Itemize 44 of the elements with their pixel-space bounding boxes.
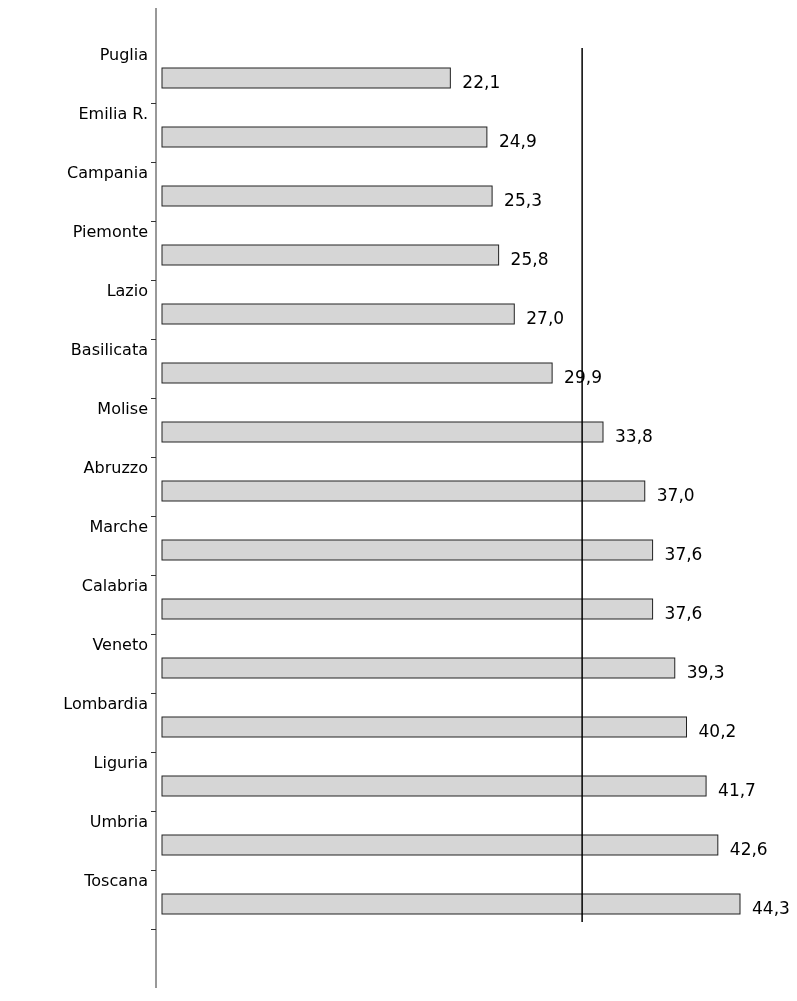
bar xyxy=(161,303,515,325)
bar xyxy=(161,539,654,561)
bar xyxy=(161,480,646,502)
data-label: 42,6 xyxy=(729,839,768,859)
y-tick-label: Toscana xyxy=(83,871,148,890)
data-label: 41,7 xyxy=(718,780,756,800)
bar xyxy=(161,244,500,266)
data-label: 37,0 xyxy=(656,485,695,505)
y-tick-label: Lombardia xyxy=(63,694,148,713)
y-tick-label: Piemonte xyxy=(72,222,148,241)
data-label: 40,2 xyxy=(698,721,737,741)
data-label: 25,8 xyxy=(510,249,549,269)
data-label: 25,3 xyxy=(504,190,542,210)
y-tick-label: Marche xyxy=(89,517,148,536)
data-label: 37,6 xyxy=(664,544,703,564)
y-tick-label: Emilia R. xyxy=(78,104,148,123)
y-tick-label: Lazio xyxy=(106,281,148,300)
bar xyxy=(161,67,451,89)
y-tick-label: Campania xyxy=(67,163,148,182)
data-label: 39,3 xyxy=(686,662,725,682)
y-tick-label: Puglia xyxy=(99,45,148,64)
bar xyxy=(161,834,719,856)
bar xyxy=(161,126,488,148)
bar xyxy=(161,716,688,738)
data-label: 22,1 xyxy=(462,72,501,92)
y-tick-label: Molise xyxy=(97,399,148,418)
bar xyxy=(161,893,741,915)
data-label: 24,9 xyxy=(498,131,537,151)
y-tick-label: Umbria xyxy=(89,812,148,831)
y-tick-label: Liguria xyxy=(93,753,148,772)
data-label: 33,8 xyxy=(615,426,653,446)
data-label: 37,6 xyxy=(664,603,703,623)
bar xyxy=(161,775,707,797)
bar xyxy=(161,421,604,443)
bar xyxy=(161,362,553,384)
y-tick-label: Abruzzo xyxy=(83,458,148,477)
bar xyxy=(161,598,654,620)
y-tick-label: Veneto xyxy=(92,635,148,654)
y-tick-label: Basilicata xyxy=(70,340,148,359)
y-tick-label: Calabria xyxy=(81,576,148,595)
data-label: 44,3 xyxy=(752,898,790,918)
data-label: 27,0 xyxy=(526,308,565,328)
bar xyxy=(161,657,676,679)
bar xyxy=(161,185,493,207)
